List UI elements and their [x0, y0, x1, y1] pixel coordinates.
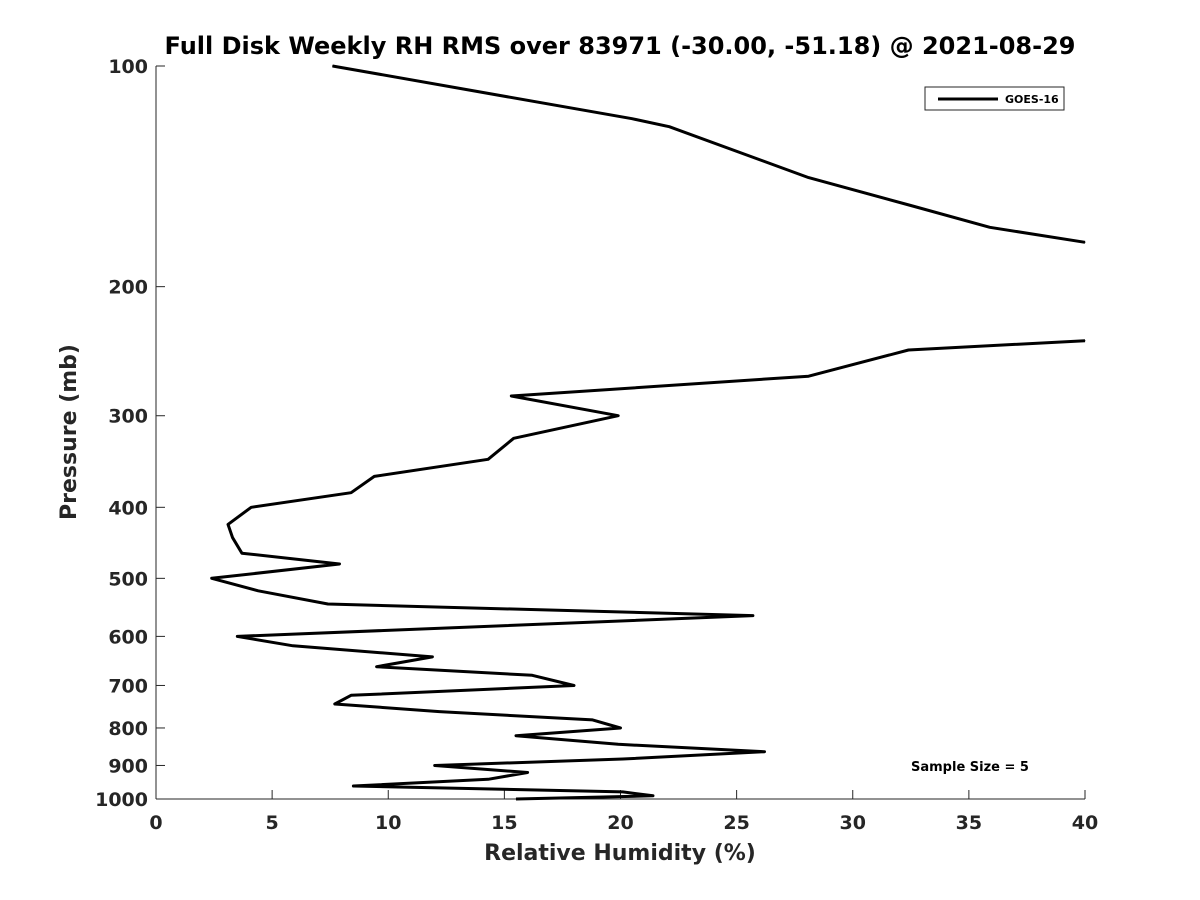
data-point: [617, 415, 619, 417]
data-point: [910, 205, 912, 206]
data-point: [241, 552, 243, 554]
data-point: [292, 645, 294, 647]
legend: GOES-16: [924, 86, 1065, 111]
data-point: [808, 375, 810, 377]
y-axis-label: Pressure (mb): [57, 344, 82, 520]
data-point: [350, 492, 352, 494]
data-point: [438, 711, 440, 713]
data-point: [236, 635, 238, 637]
data-point: [513, 437, 515, 439]
data-point: [764, 751, 765, 753]
data-point: [487, 778, 489, 780]
data-point: [1084, 340, 1086, 342]
data-point: [531, 674, 533, 676]
data-point: [211, 577, 213, 579]
y-tick-label: 700: [108, 675, 148, 697]
legend-label-goes-16: GOES-16: [1005, 93, 1059, 106]
y-tick-label: 400: [108, 497, 148, 519]
data-point: [339, 563, 340, 565]
data-point: [1084, 241, 1086, 243]
data-point: [376, 666, 378, 668]
data-point: [334, 703, 336, 705]
x-tick-label: 40: [1072, 812, 1098, 834]
data-point: [752, 615, 754, 617]
data-point: [350, 694, 352, 696]
x-axis-label: Relative Humidity (%): [484, 841, 756, 866]
data-point: [592, 719, 594, 721]
data-point: [620, 727, 621, 729]
data-point: [373, 475, 375, 477]
x-tick-label: 0: [149, 812, 162, 834]
data-point: [652, 795, 654, 797]
data-point: [527, 772, 529, 773]
y-tick-label: 100: [108, 56, 148, 78]
x-tick-label: 5: [266, 812, 279, 834]
x-tick-label: 25: [723, 812, 749, 834]
y-tick-label: 500: [108, 568, 148, 590]
data-point: [573, 685, 575, 686]
series-layer: [210, 64, 1086, 801]
data-point: [250, 506, 252, 508]
data-point: [257, 590, 259, 592]
data-point: [808, 177, 810, 179]
data-point: [622, 758, 624, 760]
data-point: [487, 458, 489, 460]
data-point: [434, 765, 436, 766]
data-point: [622, 791, 624, 793]
x-axis-ticks: 0 5 10 15 20 25 30 35 40: [149, 790, 1098, 834]
x-tick-label: 15: [491, 812, 517, 834]
data-point: [668, 126, 670, 128]
data-point: [332, 65, 333, 67]
data-point: [908, 349, 909, 351]
data-point: [232, 537, 234, 539]
data-point: [515, 735, 517, 737]
series-goes-16: [210, 64, 1086, 801]
data-point: [352, 785, 354, 787]
data-point: [631, 118, 633, 120]
y-tick-label: 200: [108, 277, 148, 299]
data-point: [989, 226, 991, 228]
y-axis-ticks: 100 200 300 400 500 600 700 800 900 1000: [95, 56, 165, 811]
data-point: [227, 523, 229, 525]
x-tick-label: 35: [956, 812, 982, 834]
data-point: [617, 743, 619, 745]
chart-title: Full Disk Weekly RH RMS over 83971 (-30.…: [165, 32, 1076, 60]
data-point: [510, 395, 512, 397]
y-tick-label: 1000: [95, 789, 148, 811]
y-tick-label: 800: [108, 718, 148, 740]
series-goes-16-line-segment-2: [210, 339, 1086, 801]
data-point: [515, 798, 517, 800]
data-point: [327, 603, 329, 605]
x-tick-label: 20: [607, 812, 633, 834]
data-point: [431, 656, 433, 658]
y-tick-label: 600: [108, 626, 148, 648]
y-tick-label: 300: [108, 406, 148, 428]
x-tick-label: 10: [375, 812, 401, 834]
sample-size-annotation: Sample Size = 5: [911, 760, 1029, 775]
x-tick-label: 30: [840, 812, 866, 834]
y-tick-label: 900: [108, 755, 148, 777]
